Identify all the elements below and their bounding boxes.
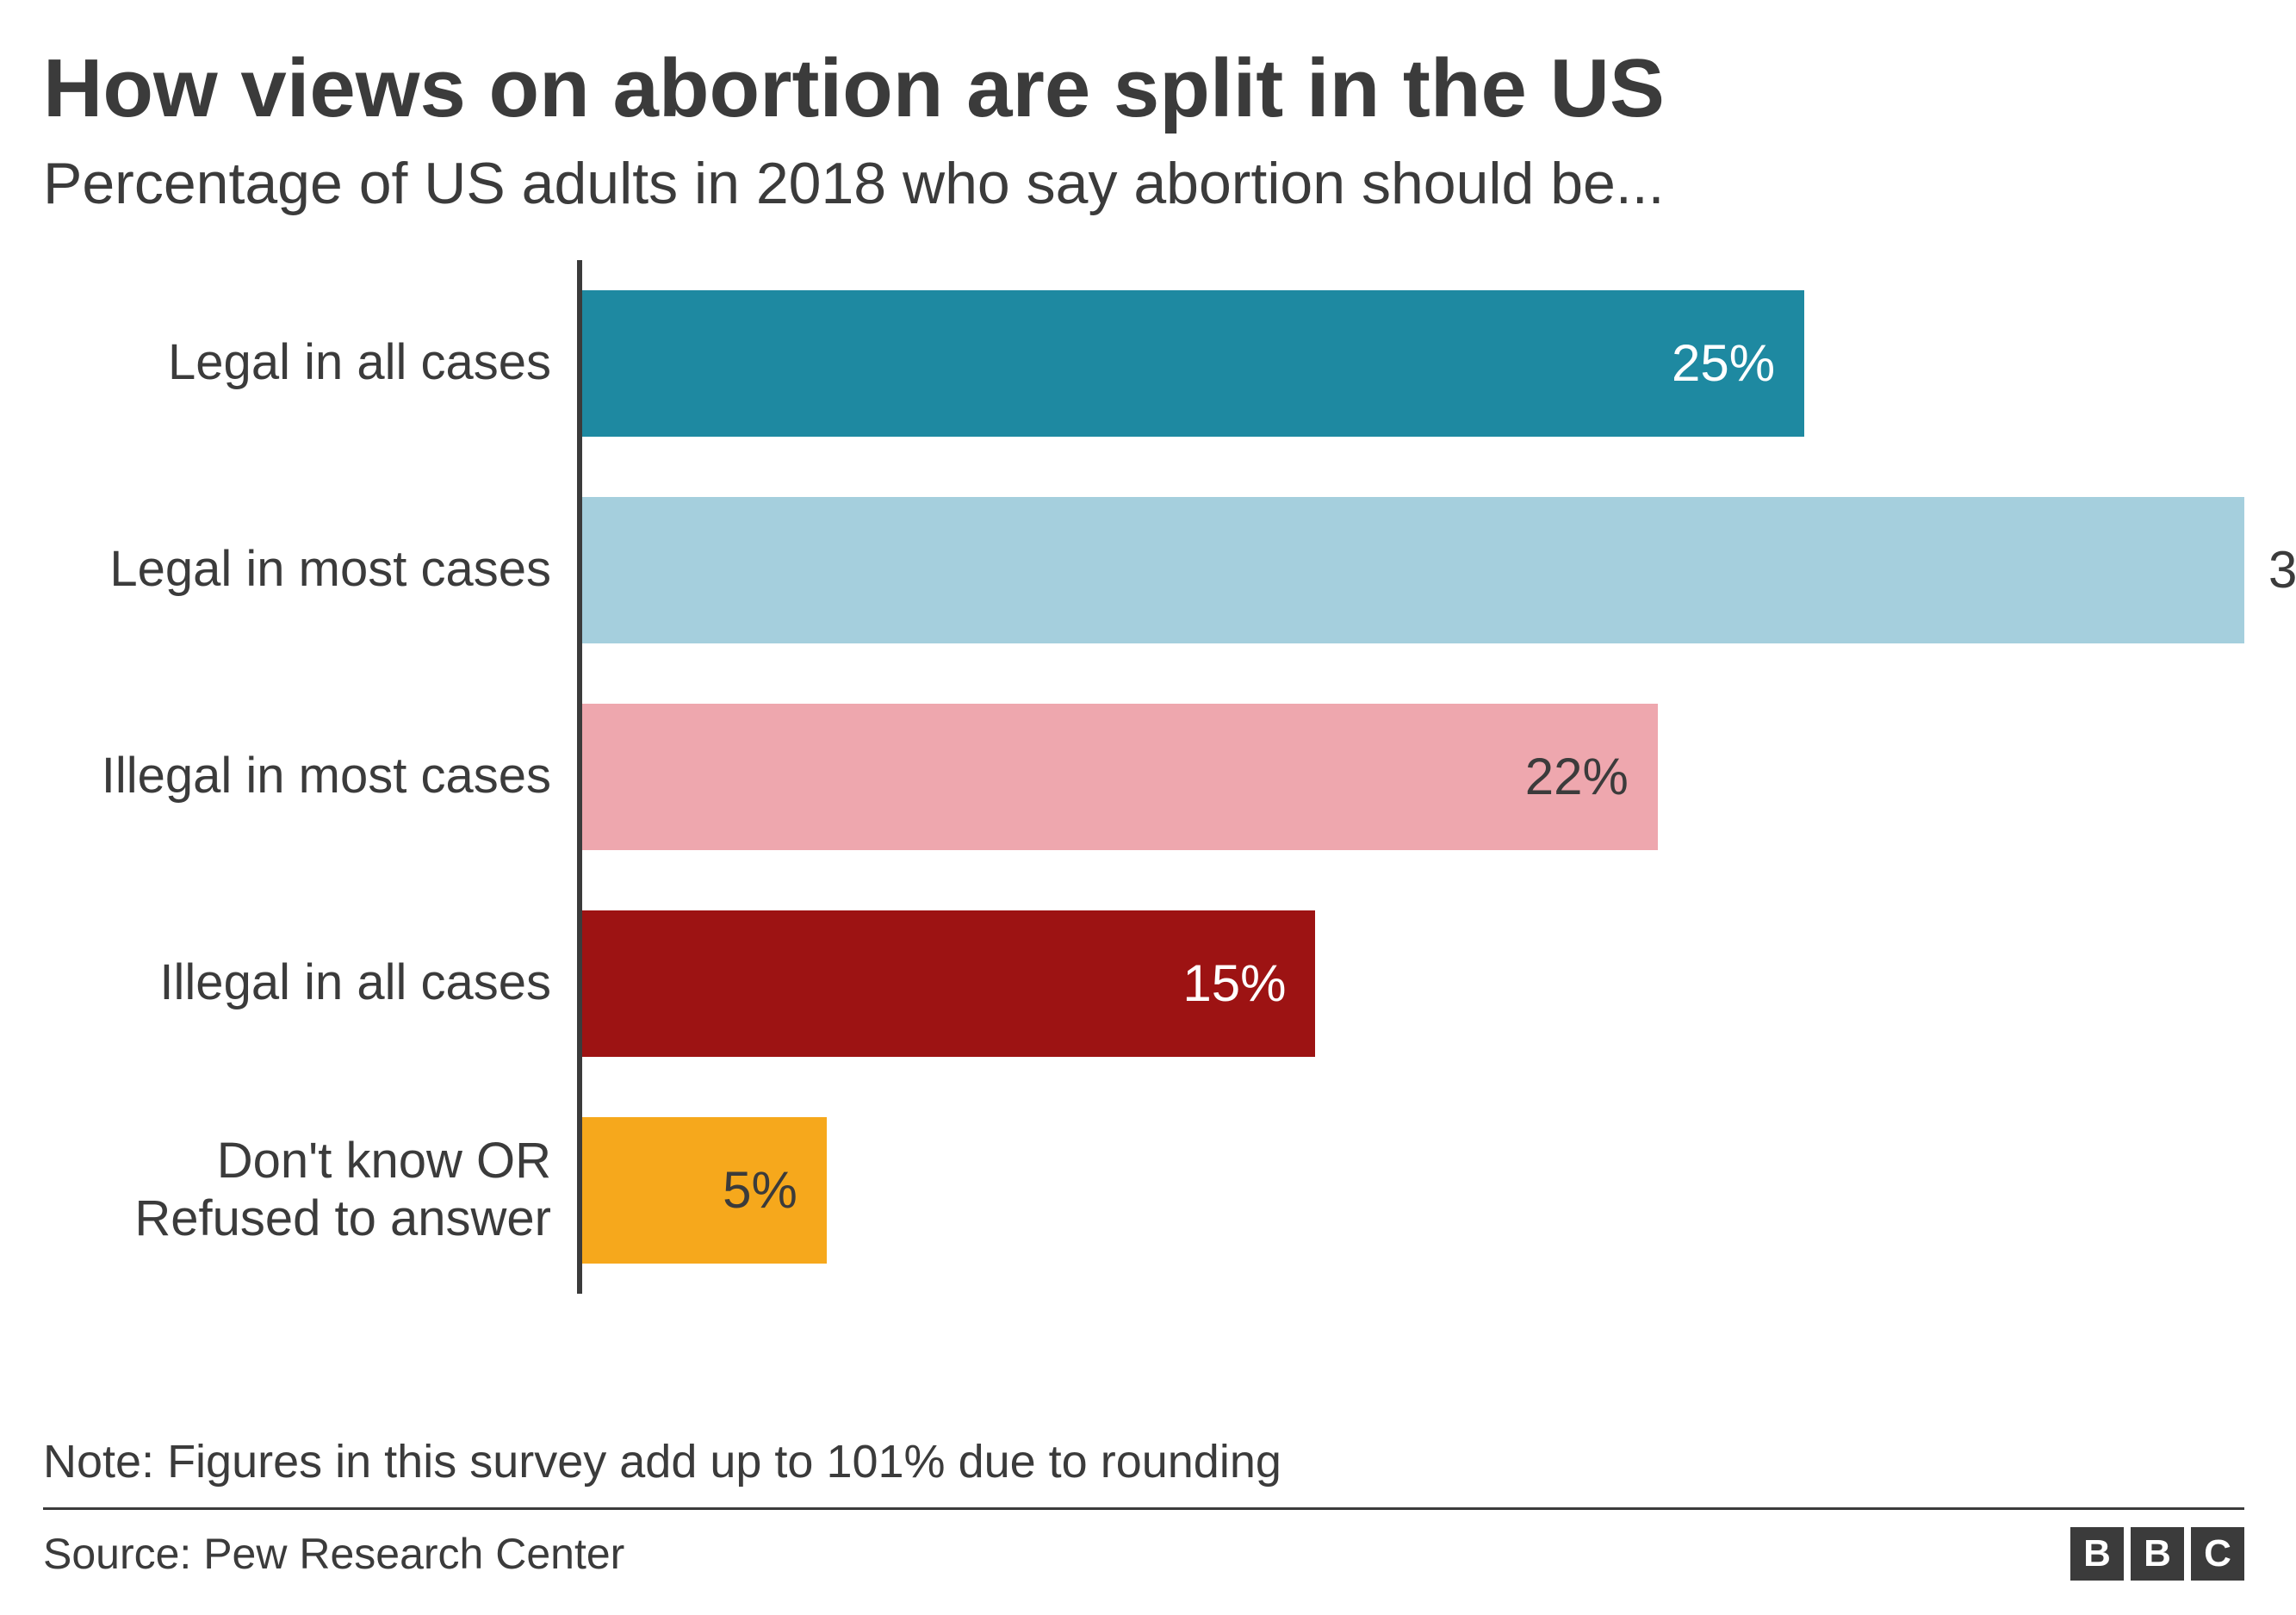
bar-row: 22%: [582, 674, 2244, 880]
bar-value-label: 5%: [723, 1160, 797, 1220]
category-label: Legal in most cases: [52, 467, 551, 674]
bbc-logo-block: B: [2070, 1527, 2124, 1581]
bar-row: 5%: [582, 1087, 2244, 1294]
bars-column: 25% 34% 22% 15% 5%: [582, 260, 2244, 1294]
bar: 15%: [582, 910, 1315, 1057]
bar: 34%: [582, 497, 2244, 643]
bar: 25%: [582, 290, 1804, 437]
bbc-logo-block: B: [2131, 1527, 2184, 1581]
bar-value-label: 25%: [1672, 333, 1775, 393]
footer-row: Source: Pew Research Center BBC: [43, 1527, 2244, 1581]
plot-area: Legal in all casesLegal in most casesIll…: [52, 260, 2244, 1294]
chart-footer: Note: Figures in this survey add up to 1…: [43, 1435, 2244, 1581]
bar-row: 15%: [582, 880, 2244, 1087]
category-labels-column: Legal in all casesLegal in most casesIll…: [52, 260, 577, 1294]
bar-value-label: 34%: [2244, 540, 2296, 599]
bar-row: 25%: [582, 260, 2244, 467]
chart-subtitle: Percentage of US adults in 2018 who say …: [43, 150, 2244, 217]
chart-title: How views on abortion are split in the U…: [43, 43, 2244, 134]
bar: 5%: [582, 1117, 827, 1264]
bar-row: 34%: [582, 467, 2244, 674]
bbc-logo-block: C: [2191, 1527, 2244, 1581]
chart-source: Source: Pew Research Center: [43, 1529, 624, 1579]
category-label: Legal in all cases: [52, 260, 551, 467]
category-label: Illegal in most cases: [52, 674, 551, 880]
bar-value-label: 15%: [1182, 953, 1286, 1013]
bar-value-label: 22%: [1525, 747, 1629, 806]
bar: 22%: [582, 704, 1658, 850]
chart-note: Note: Figures in this survey add up to 1…: [43, 1435, 2244, 1488]
bbc-logo: BBC: [2070, 1527, 2244, 1581]
category-label: Illegal in all cases: [52, 880, 551, 1087]
chart-container: How views on abortion are split in the U…: [0, 0, 2296, 1615]
category-label: Don't know OR Refused to answer: [52, 1087, 551, 1294]
footer-divider: [43, 1507, 2244, 1510]
